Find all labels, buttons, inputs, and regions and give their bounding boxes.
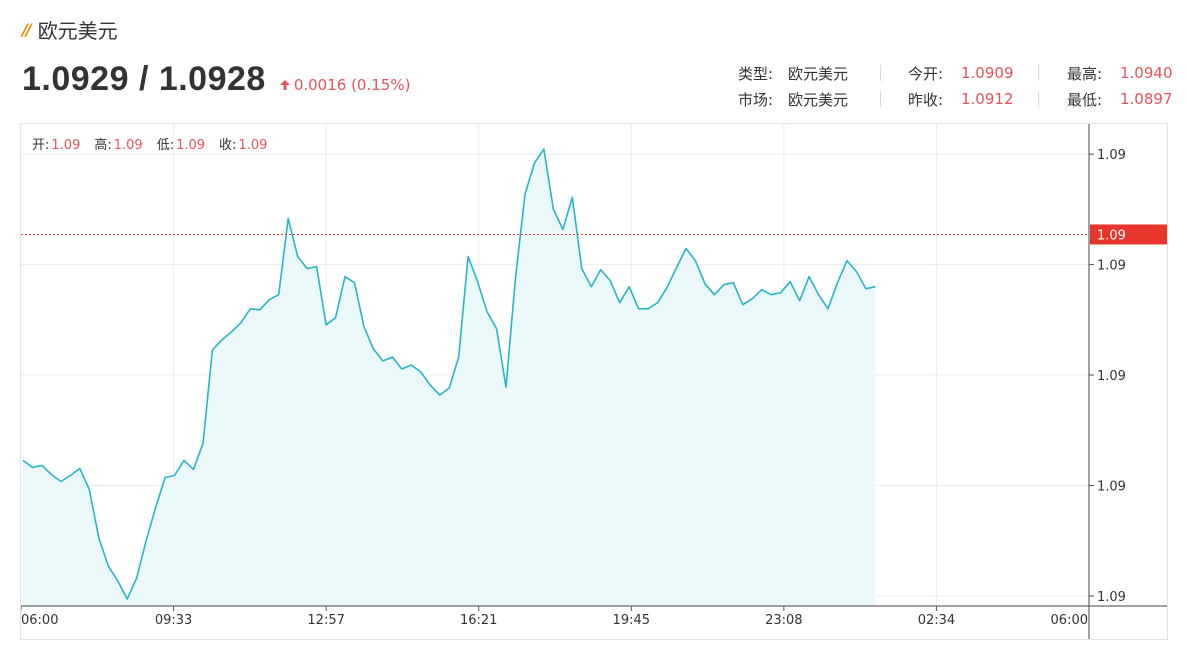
x-tick-label: 23:08 (765, 613, 802, 628)
quote-info-grid: 类型: 欧元美元 今开: 1.0909 最高: 1.0940 市场: 欧元美元 … (700, 60, 1173, 112)
x-tick-label: 16:21 (460, 613, 497, 628)
prev-close-value: 1.0912 (961, 90, 1014, 108)
title-logo-icon: // (22, 19, 32, 39)
ohlc-high: 高: 1.09 (94, 134, 142, 153)
open-label: 今开: (908, 64, 944, 83)
info-row-1: 类型: 欧元美元 今开: 1.0909 最高: 1.0940 (700, 60, 1173, 86)
bid-ask-price: 1.0929 / 1.0928 (22, 60, 266, 98)
chart-frame: 1.09 1.09 1.09 1.09 1.09 1.09 06:00 09:33 12:57 1… (20, 123, 1168, 640)
ohlc-low: 低: 1.09 (157, 134, 205, 153)
series-line (22, 148, 876, 600)
low-value: 1.0897 (1120, 90, 1173, 108)
ohlc-high-label: 高: (94, 138, 112, 153)
current-price-tag (1090, 224, 1167, 245)
type-label: 类型: (738, 64, 774, 83)
market-label: 市场: (738, 90, 774, 109)
high-label: 最高: (1067, 64, 1103, 83)
x-tick-label: 19:45 (613, 613, 650, 628)
x-tick-label: 06:00 (21, 613, 58, 628)
series-area (23, 149, 876, 606)
ohlc-open-value: 1.09 (51, 138, 81, 153)
ohlc-readout: 开: 1.09 高: 1.09 低: 1.09 收: 1.09 (32, 134, 267, 153)
prev-close-label: 昨收: (908, 90, 944, 109)
ohlc-open: 开: 1.09 (32, 134, 80, 153)
divider (1038, 91, 1039, 107)
x-tick-label: 02:34 (918, 613, 955, 628)
high-value: 1.0940 (1120, 64, 1173, 82)
price-chart[interactable]: 1.09 1.09 1.09 1.09 1.09 1.09 06:00 09:33 12:57 1… (21, 124, 1167, 639)
ohlc-close-value: 1.09 (238, 138, 268, 153)
type-value: 欧元美元 (788, 64, 849, 83)
divider (880, 65, 881, 81)
current-price-label: 1.09 (1097, 228, 1126, 243)
y-tick-label: 1.09 (1097, 480, 1126, 495)
title-row: // 欧元美元 (22, 14, 118, 44)
open-value: 1.0909 (961, 64, 1014, 82)
price-change: 0.0016 (0.15%) (279, 76, 411, 94)
price-change-value: 0.0016 (0.15%) (293, 76, 411, 94)
x-tick-label: 09:33 (155, 613, 192, 628)
y-tick-label: 1.09 (1097, 259, 1126, 274)
divider (880, 91, 881, 107)
ohlc-open-label: 开: (32, 138, 50, 153)
x-tick-label: 06:00 (1051, 613, 1088, 628)
info-row-2: 市场: 欧元美元 昨收: 1.0912 最低: 1.0897 (700, 86, 1173, 112)
y-tick-label: 1.09 (1097, 590, 1126, 605)
x-tick-label: 12:57 (307, 613, 344, 628)
arrow-up-icon (279, 80, 290, 90)
ohlc-low-label: 低: (156, 138, 175, 153)
market-value: 欧元美元 (788, 90, 849, 109)
y-tick-label: 1.09 (1097, 148, 1126, 163)
ohlc-close-label: 收: (219, 138, 237, 153)
ohlc-low-value: 1.09 (176, 138, 206, 153)
ohlc-close: 收: 1.09 (219, 134, 267, 153)
low-label: 最低: (1067, 90, 1103, 109)
divider (1038, 65, 1039, 81)
y-tick-label: 1.09 (1097, 369, 1126, 384)
ohlc-high-value: 1.09 (113, 138, 143, 153)
page-title: 欧元美元 (37, 18, 118, 43)
price-row: 1.0929 / 1.0928 0.0016 (0.15%) (22, 60, 410, 99)
